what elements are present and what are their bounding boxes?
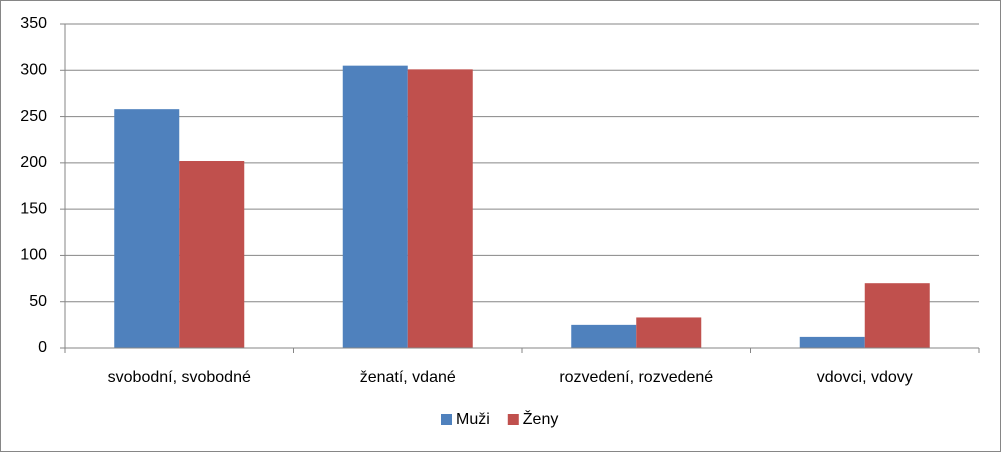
legend-label: Muži — [456, 411, 490, 428]
x-tick-label: ženatí, vdané — [360, 369, 456, 386]
bar — [179, 161, 245, 348]
bar — [407, 69, 473, 349]
bar — [342, 65, 408, 349]
legend-label: Ženy — [523, 409, 559, 428]
bar — [571, 324, 637, 348]
y-tick-label: 50 — [29, 293, 47, 310]
y-tick-label: 150 — [20, 200, 47, 217]
y-tick-label: 100 — [20, 247, 47, 264]
legend-swatch — [507, 414, 519, 425]
bar — [636, 317, 702, 348]
y-tick-label: 250 — [20, 108, 47, 125]
y-tick-label: 300 — [20, 62, 47, 79]
bar — [799, 336, 865, 348]
y-tick-label: 200 — [20, 154, 47, 171]
legend-swatch — [441, 414, 452, 425]
x-tick-label: vdovci, vdovy — [817, 369, 913, 386]
x-tick-label: rozvedení, rozvedené — [559, 369, 713, 386]
x-tick-label: svobodní, svobodné — [108, 369, 251, 386]
bar — [864, 283, 930, 348]
bar — [114, 109, 180, 348]
y-tick-label: 350 — [20, 15, 47, 32]
y-tick-label: 0 — [38, 339, 47, 356]
